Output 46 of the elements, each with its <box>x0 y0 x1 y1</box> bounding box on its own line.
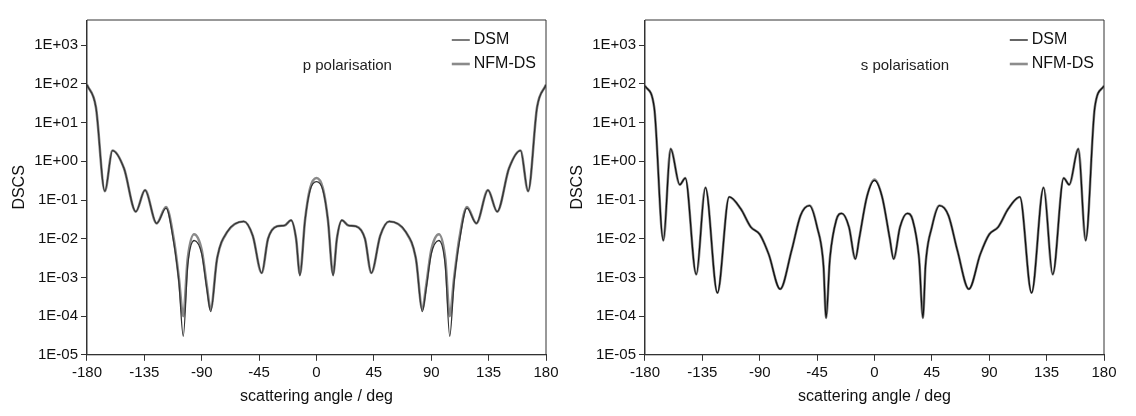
x-tick-label: -180 <box>629 362 661 380</box>
y-tick-label: 1E-02 <box>595 228 636 246</box>
x-tick-label: 0 <box>870 362 879 380</box>
legend-label: NFM-DS <box>473 54 537 72</box>
legend-label: DSM <box>1031 30 1068 48</box>
x-tick-label: -135 <box>129 362 160 380</box>
x-tick-label: 180 <box>533 362 559 380</box>
x-tick-label: -90 <box>190 362 213 380</box>
x-tick-label: -135 <box>687 362 718 380</box>
legend-label: DSM <box>473 30 510 48</box>
x-axis-title: scattering angle / deg <box>240 386 393 404</box>
annotation: p polarisation <box>302 56 392 74</box>
y-tick-label: 1E+01 <box>34 112 78 130</box>
x-tick-label: 45 <box>923 362 941 380</box>
y-tick-label: 1E-03 <box>595 267 636 285</box>
y-tick-label: 1E+02 <box>34 74 78 92</box>
y-tick-label: 1E+00 <box>592 151 636 169</box>
y-tick-label: 1E-05 <box>595 344 636 362</box>
y-tick-label: 1E-05 <box>37 344 78 362</box>
x-tick-label: 0 <box>312 362 321 380</box>
legend-label: NFM-DS <box>1031 54 1095 72</box>
y-axis-title: DSCS <box>568 165 586 210</box>
x-tick-label: 135 <box>476 362 502 380</box>
y-tick-label: 1E+02 <box>592 74 636 92</box>
x-tick-label: -45 <box>248 362 270 380</box>
y-tick-label: 1E+01 <box>592 112 636 130</box>
y-tick-label: 1E-02 <box>37 228 78 246</box>
y-tick-label: 1E-01 <box>595 190 636 208</box>
x-tick-label: -45 <box>806 362 828 380</box>
y-tick-label: 1E+03 <box>34 35 78 53</box>
y-axis-title: DSCS <box>10 165 28 210</box>
x-tick-label: -90 <box>748 362 771 380</box>
x-axis-title: scattering angle / deg <box>798 386 951 404</box>
annotation: s polarisation <box>860 56 950 74</box>
x-tick-label: 45 <box>365 362 383 380</box>
y-tick-label: 1E+00 <box>34 151 78 169</box>
y-tick-label: 1E-04 <box>37 306 78 324</box>
x-tick-label: 90 <box>422 362 440 380</box>
y-tick-label: 1E-04 <box>595 306 636 324</box>
x-tick-label: -180 <box>71 362 103 380</box>
y-tick-label: 1E-01 <box>37 190 78 208</box>
y-tick-label: 1E-03 <box>37 267 78 285</box>
x-tick-label: 90 <box>980 362 998 380</box>
y-tick-label: 1E+03 <box>592 35 636 53</box>
x-tick-label: 180 <box>1091 362 1117 380</box>
x-tick-label: 135 <box>1034 362 1060 380</box>
